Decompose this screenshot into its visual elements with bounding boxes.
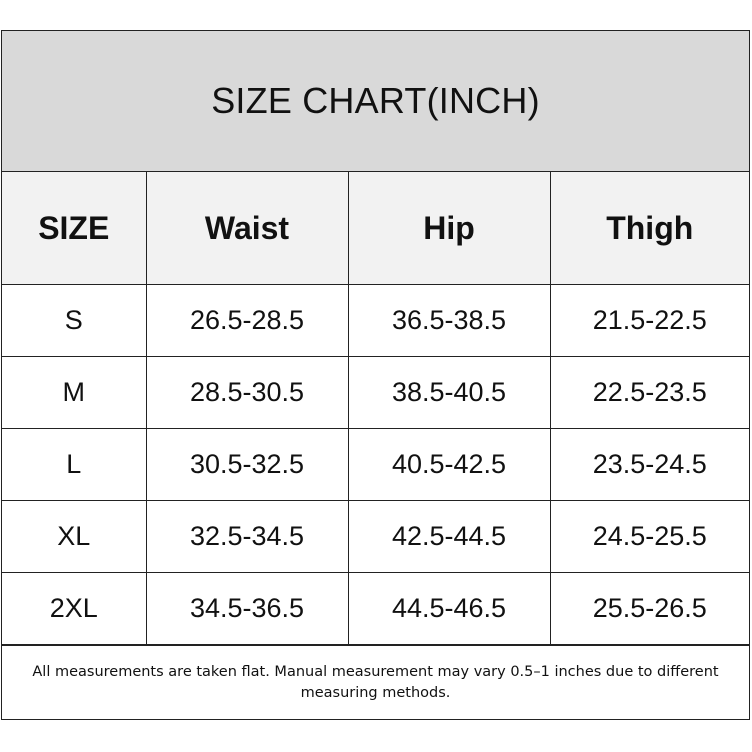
- table-row: 2XL 34.5-36.5 44.5-46.5 25.5-26.5: [2, 572, 749, 645]
- header-thigh: Thigh: [549, 172, 749, 285]
- table-row: L 30.5-32.5 40.5-42.5 23.5-24.5: [2, 428, 749, 501]
- measurement-note: All measurements are taken flat. Manual …: [2, 645, 749, 719]
- table-row: S 26.5-28.5 36.5-38.5 21.5-22.5: [2, 284, 749, 357]
- size-cell: L: [2, 428, 147, 501]
- size-cell: M: [2, 356, 147, 429]
- header-size: SIZE: [2, 172, 147, 285]
- size-cell: S: [2, 284, 147, 357]
- size-cell: XL: [2, 500, 147, 573]
- chart-title: SIZE CHART(INCH): [211, 80, 540, 121]
- waist-cell: 34.5-36.5: [145, 572, 349, 645]
- thigh-cell: 21.5-22.5: [549, 284, 749, 357]
- waist-cell: 32.5-34.5: [145, 500, 349, 573]
- thigh-cell: 24.5-25.5: [549, 500, 749, 573]
- thigh-cell: 22.5-23.5: [549, 356, 749, 429]
- header-row: SIZE Waist Hip Thigh: [2, 172, 749, 285]
- size-chart: SIZE CHART(INCH) SIZE Waist Hip Thigh S …: [1, 30, 750, 720]
- table-row: M 28.5-30.5 38.5-40.5 22.5-23.5: [2, 356, 749, 429]
- hip-cell: 38.5-40.5: [347, 356, 551, 429]
- title-band: SIZE CHART(INCH): [2, 31, 749, 172]
- thigh-cell: 25.5-26.5: [549, 572, 749, 645]
- hip-cell: 44.5-46.5: [347, 572, 551, 645]
- waist-cell: 30.5-32.5: [145, 428, 349, 501]
- size-table: SIZE Waist Hip Thigh S 26.5-28.5 36.5-38…: [2, 172, 749, 645]
- waist-cell: 26.5-28.5: [145, 284, 349, 357]
- hip-cell: 36.5-38.5: [347, 284, 551, 357]
- header-waist: Waist: [145, 172, 349, 285]
- hip-cell: 40.5-42.5: [347, 428, 551, 501]
- table-row: XL 32.5-34.5 42.5-44.5 24.5-25.5: [2, 500, 749, 573]
- hip-cell: 42.5-44.5: [347, 500, 551, 573]
- size-cell: 2XL: [2, 572, 147, 645]
- thigh-cell: 23.5-24.5: [549, 428, 749, 501]
- header-hip: Hip: [347, 172, 551, 285]
- waist-cell: 28.5-30.5: [145, 356, 349, 429]
